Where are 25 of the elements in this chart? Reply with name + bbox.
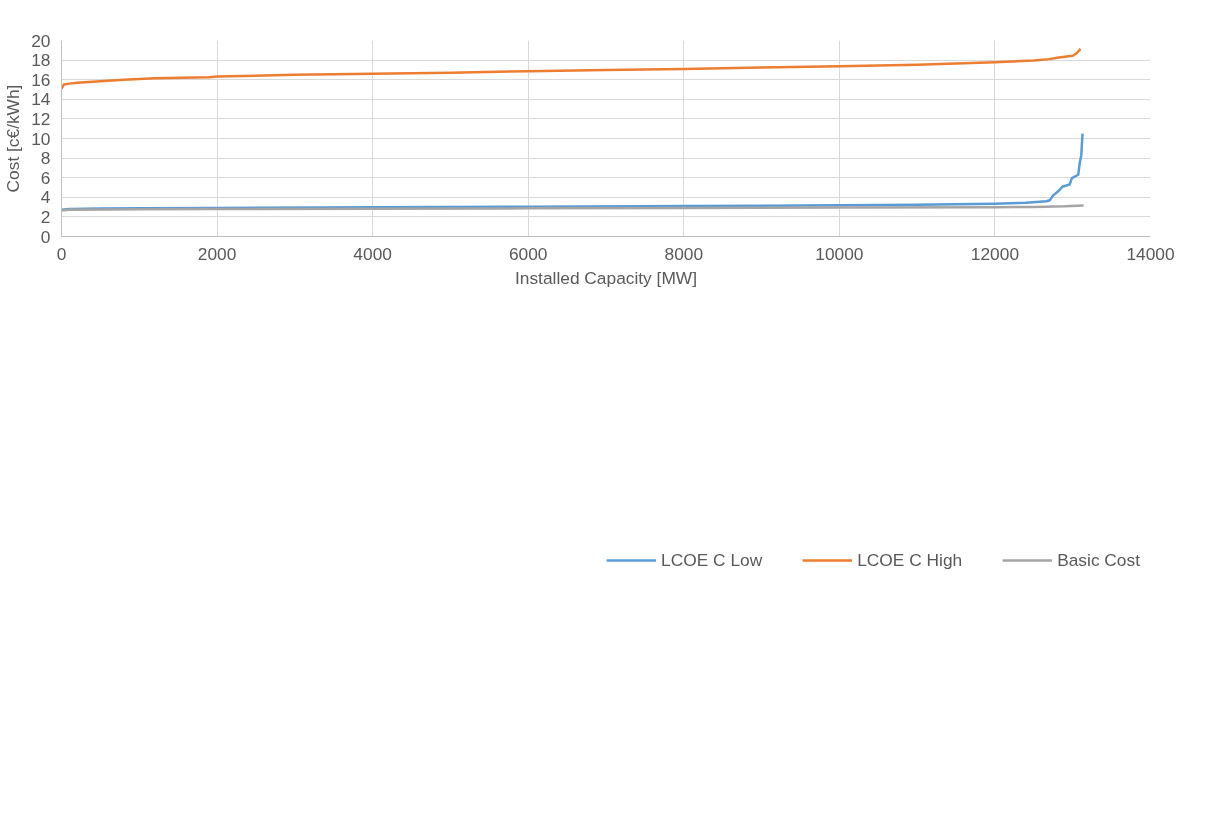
y-axis-title: Cost [c€/kWh] <box>3 84 24 193</box>
x-tick-label: 6000 <box>508 243 548 264</box>
x-tick-label: 14000 <box>1126 243 1175 264</box>
x-tick-label: 10000 <box>815 243 864 264</box>
x-axis-title: Installed Capacity [MW] <box>515 267 698 288</box>
legend-label: Basic Cost <box>1057 549 1140 571</box>
y-tick-label: 12 <box>31 108 51 129</box>
x-tick-label: 12000 <box>970 243 1020 264</box>
y-tick-label: 18 <box>31 50 51 71</box>
y-tick-label: 16 <box>31 69 51 90</box>
y-tick-label: 8 <box>40 148 51 169</box>
y-tick-label: 20 <box>31 30 51 51</box>
y-tick-label: 10 <box>31 128 51 149</box>
x-tick-label: 8000 <box>664 243 704 264</box>
legend-label: LCOE C High <box>857 549 963 571</box>
y-tick-label: 0 <box>40 226 51 247</box>
y-tick-label: 14 <box>31 89 51 110</box>
x-tick-label: 0 <box>56 243 67 264</box>
y-tick-label: 4 <box>40 187 51 208</box>
line-series <box>61 47 1082 90</box>
legend-label: LCOE C Low <box>661 549 763 571</box>
x-tick-label: 4000 <box>353 243 392 264</box>
y-tick-label: 6 <box>40 167 51 188</box>
y-tick-label: 2 <box>40 206 51 227</box>
x-tick-label: 2000 <box>197 243 237 264</box>
